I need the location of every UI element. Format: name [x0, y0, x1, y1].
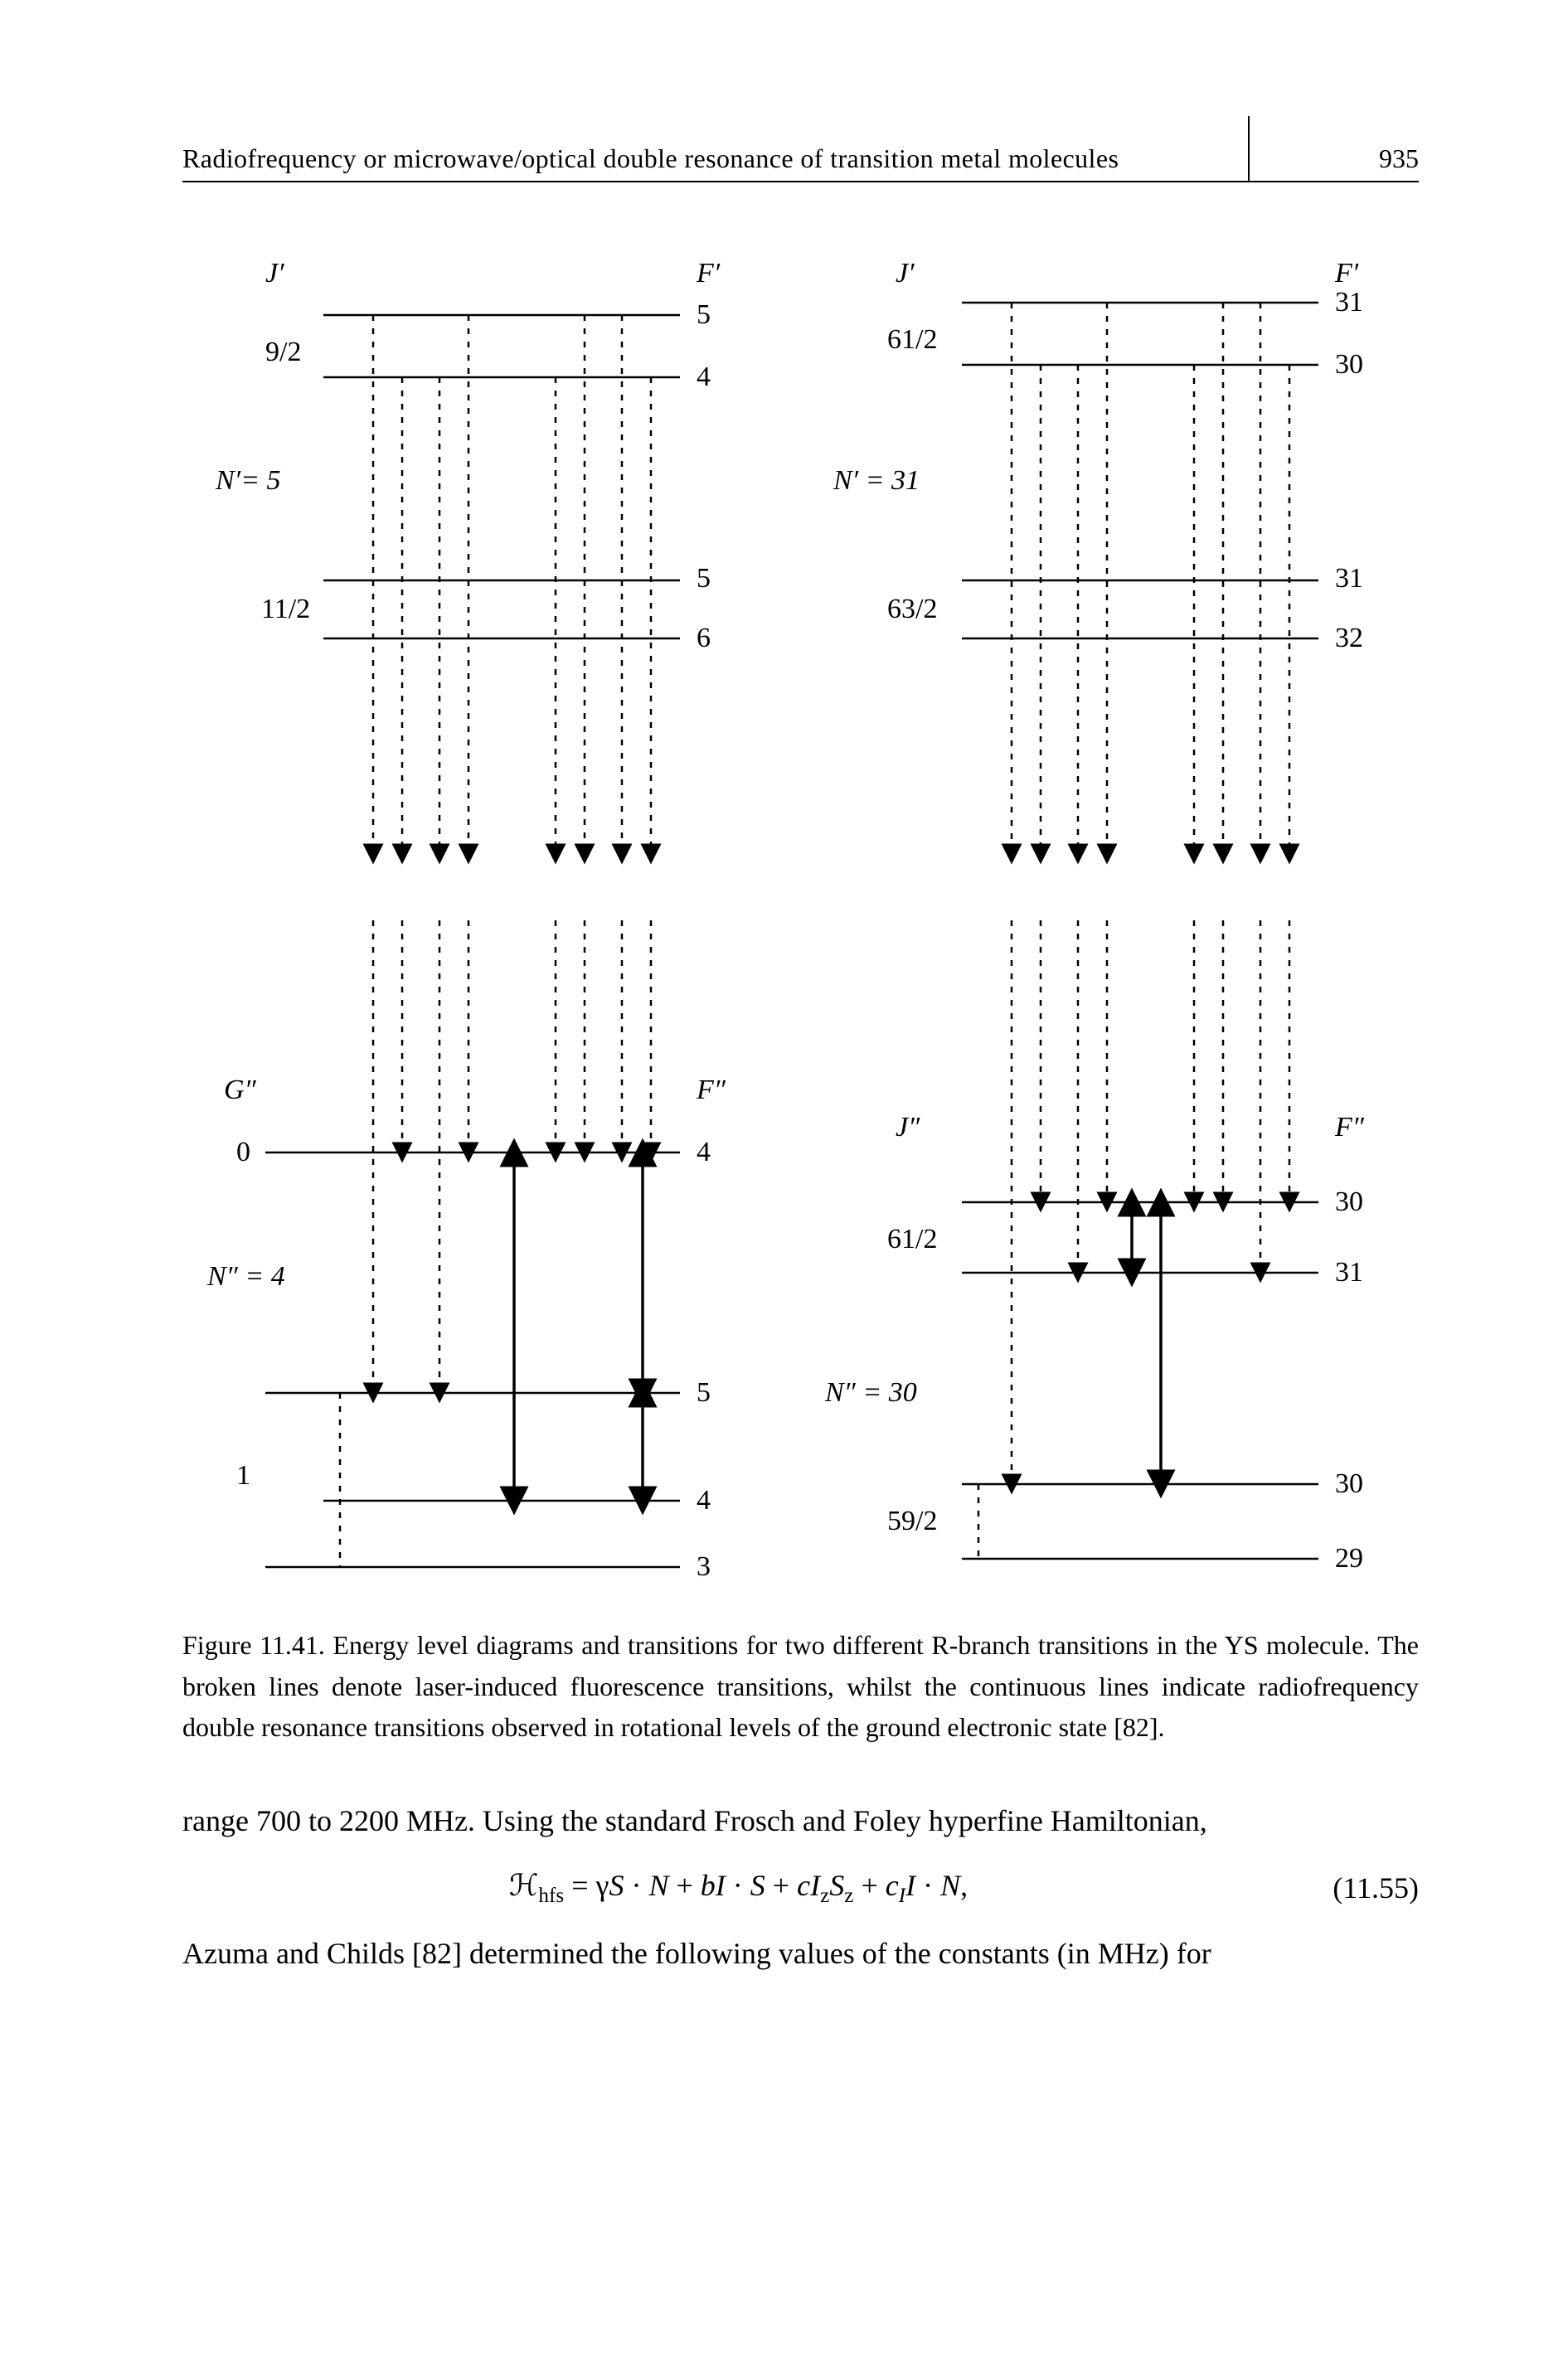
- equation-number: (11.55): [1294, 1871, 1419, 1905]
- equation: ℋhfs = γS · N + bI · S + cIzSz + cII · N…: [182, 1868, 1294, 1908]
- svg-text:5: 5: [697, 563, 711, 594]
- header-title: Radiofrequency or microwave/optical doub…: [182, 143, 1119, 174]
- svg-text:11/2: 11/2: [261, 594, 310, 624]
- svg-text:0: 0: [236, 1137, 250, 1167]
- svg-text:59/2: 59/2: [887, 1506, 937, 1536]
- header-divider: [1248, 116, 1250, 181]
- svg-text:4: 4: [697, 361, 711, 392]
- svg-text:N″ = 4: N″ = 4: [206, 1261, 285, 1292]
- svg-text:6: 6: [697, 623, 711, 653]
- svg-text:5: 5: [697, 299, 711, 330]
- svg-text:3: 3: [697, 1551, 711, 1582]
- svg-text:F″: F″: [1334, 1112, 1365, 1143]
- svg-text:30: 30: [1335, 1468, 1363, 1499]
- caption-text: Energy level diagrams and transitions fo…: [182, 1630, 1419, 1742]
- caption-prefix: Figure 11.41.: [182, 1630, 333, 1660]
- body-line-1: range 700 to 2200 MHz. Using the standar…: [182, 1798, 1419, 1845]
- svg-text:63/2: 63/2: [887, 594, 937, 624]
- svg-text:N″ = 30: N″ = 30: [824, 1377, 917, 1408]
- svg-text:4: 4: [697, 1137, 711, 1167]
- svg-text:31: 31: [1335, 287, 1363, 318]
- svg-text:J′: J′: [265, 258, 284, 289]
- svg-text:31: 31: [1335, 563, 1363, 594]
- svg-text:9/2: 9/2: [265, 337, 301, 367]
- svg-text:F″: F″: [696, 1075, 726, 1105]
- svg-text:61/2: 61/2: [887, 1224, 937, 1254]
- body-line-2: Azuma and Childs [82] determined the fol…: [182, 1931, 1419, 1977]
- svg-text:61/2: 61/2: [887, 324, 937, 355]
- svg-text:J′: J′: [896, 258, 915, 289]
- svg-text:31: 31: [1335, 1257, 1363, 1288]
- svg-text:29: 29: [1335, 1543, 1363, 1574]
- svg-text:30: 30: [1335, 1186, 1363, 1217]
- svg-text:1: 1: [236, 1460, 250, 1491]
- svg-text:5: 5: [697, 1377, 711, 1408]
- page-number: 935: [1379, 143, 1419, 174]
- svg-text:J″: J″: [896, 1112, 920, 1143]
- svg-text:F′: F′: [1334, 258, 1359, 289]
- figure-energy-diagram: J′F′J′F′9/25461/23130N′= 5N′ = 3111/2566…: [182, 240, 1426, 1600]
- svg-text:4: 4: [697, 1485, 711, 1516]
- equation-row: ℋhfs = γS · N + bI · S + cIzSz + cII · N…: [182, 1868, 1419, 1908]
- running-header: Radiofrequency or microwave/optical doub…: [182, 124, 1419, 182]
- svg-text:N′= 5: N′= 5: [215, 465, 281, 496]
- svg-text:32: 32: [1335, 623, 1363, 653]
- svg-text:N′ = 31: N′ = 31: [833, 465, 920, 496]
- svg-text:G″: G″: [224, 1075, 257, 1105]
- svg-text:F′: F′: [696, 258, 721, 289]
- figure-caption: Figure 11.41. Energy level diagrams and …: [182, 1625, 1419, 1749]
- svg-text:30: 30: [1335, 349, 1363, 380]
